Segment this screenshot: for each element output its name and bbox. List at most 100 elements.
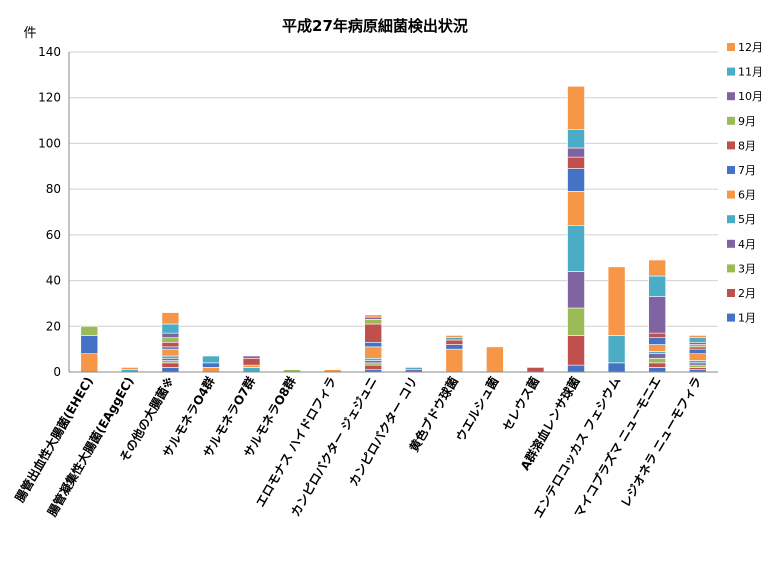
bar-segment [121, 367, 139, 371]
bar-segment [364, 362, 383, 366]
bar-segment [364, 346, 383, 359]
legend-item: 8月 [727, 139, 756, 152]
legend-swatch [727, 92, 735, 101]
bar-segment [648, 259, 666, 277]
legend-label: 3月 [738, 262, 756, 275]
y-axis-label: 件 [23, 26, 36, 41]
bar-segment [161, 346, 180, 350]
bar-stack [445, 335, 464, 373]
bar-segment [567, 156, 585, 169]
y-tick-label: 0 [53, 365, 61, 379]
bar-stack [648, 259, 666, 373]
y-axis-ticks: 0 20 40 60 80 100 120 140 [38, 45, 61, 379]
bar-segment [364, 360, 383, 364]
legend-label: 6月 [738, 189, 756, 202]
bar-stack [607, 266, 626, 373]
bar-segment [202, 355, 220, 364]
legend-item: 11月 [727, 66, 763, 79]
bar-segment [445, 339, 464, 345]
bar-segment [242, 355, 261, 359]
bar-segment [445, 344, 464, 350]
bar-stack [121, 367, 139, 373]
legend-label: 2月 [738, 287, 756, 300]
bar-segment [648, 337, 666, 345]
legend-swatch [727, 43, 735, 51]
legend: 12月 11月 10月 9月 8月 7月 6月 5月 4月 3月 2月 1月 [727, 41, 763, 325]
bar-segment [364, 323, 383, 343]
bar-stack [364, 314, 383, 373]
bar-segment [648, 357, 666, 364]
bar-segment [161, 362, 180, 368]
bar-segment [648, 353, 666, 359]
bar-segment [161, 323, 180, 334]
bar-segment [648, 296, 666, 334]
bar-segment [567, 129, 585, 149]
y-tick-label: 100 [38, 136, 61, 150]
bar-segment [80, 353, 99, 373]
bar-stack [567, 85, 585, 373]
legend-swatch [727, 141, 735, 150]
bar-segment [648, 351, 666, 355]
bar-segment [161, 355, 180, 359]
x-tick-label: セレウス菌 [499, 374, 542, 433]
bar-segment [242, 364, 261, 368]
bar-segment [242, 367, 261, 373]
bars [80, 85, 707, 373]
bar-segment [688, 360, 707, 364]
bar-segment [607, 266, 626, 336]
bar-segment [648, 362, 666, 368]
bar-stack [526, 367, 545, 373]
bar-segment [80, 335, 99, 355]
legend-label: 12月 [738, 41, 763, 54]
legend-swatch [727, 264, 735, 273]
bar-segment [526, 367, 545, 373]
y-tick-label: 120 [38, 91, 61, 105]
legend-swatch [727, 190, 735, 199]
legend-item: 6月 [727, 189, 756, 202]
bar-segment [688, 362, 707, 366]
legend-label: 11月 [738, 66, 763, 79]
legend-swatch [727, 67, 735, 76]
bar-segment [607, 362, 626, 373]
x-tick-label: エロモナス ハイドロフィラ [253, 375, 339, 510]
bar-segment [445, 348, 464, 373]
bar-segment [161, 312, 180, 325]
bar-segment [567, 335, 585, 366]
bar-segment [242, 357, 261, 366]
bar-stack [80, 325, 99, 373]
bar-segment [648, 367, 666, 373]
bar-segment [161, 332, 180, 339]
bar-stack [161, 312, 180, 373]
legend-label: 5月 [738, 213, 756, 226]
bar-segment [688, 353, 707, 361]
bar-segment [688, 364, 707, 368]
x-axis-ticks: 腸管出血性大腸菌(EHEC)腸管凝集性大腸菌(EAggEC)その他の大腸菌※サル… [12, 374, 705, 520]
x-tick-label: 腸管出血性大腸菌(EHEC) [12, 374, 96, 505]
bar-segment [80, 325, 99, 336]
legend-item: 1月 [727, 312, 756, 325]
y-tick-label: 140 [38, 45, 61, 59]
bar-segment [648, 332, 666, 339]
legend-label: 8月 [738, 139, 756, 152]
legend-item: 4月 [727, 238, 756, 251]
bar-stack [404, 367, 423, 373]
bar-segment [161, 348, 180, 357]
bar-segment [161, 367, 180, 373]
bar-segment [567, 147, 585, 158]
legend-item: 12月 [727, 41, 763, 54]
bar-segment [486, 346, 504, 373]
bar-stack [486, 346, 504, 373]
bar-segment [364, 314, 383, 318]
legend-item: 3月 [727, 262, 756, 275]
bar-segment [567, 364, 585, 373]
bar-segment [567, 307, 585, 336]
bar-segment [688, 337, 707, 343]
chart-title: 平成27年病原細菌検出状況 [282, 17, 468, 35]
y-tick-label: 40 [46, 274, 61, 288]
bar-stack [202, 355, 220, 373]
x-tick-label: ウエルシュ菌 [453, 374, 502, 444]
legend-label: 7月 [738, 164, 756, 177]
bar-segment [567, 85, 585, 131]
y-tick-label: 20 [46, 319, 61, 333]
